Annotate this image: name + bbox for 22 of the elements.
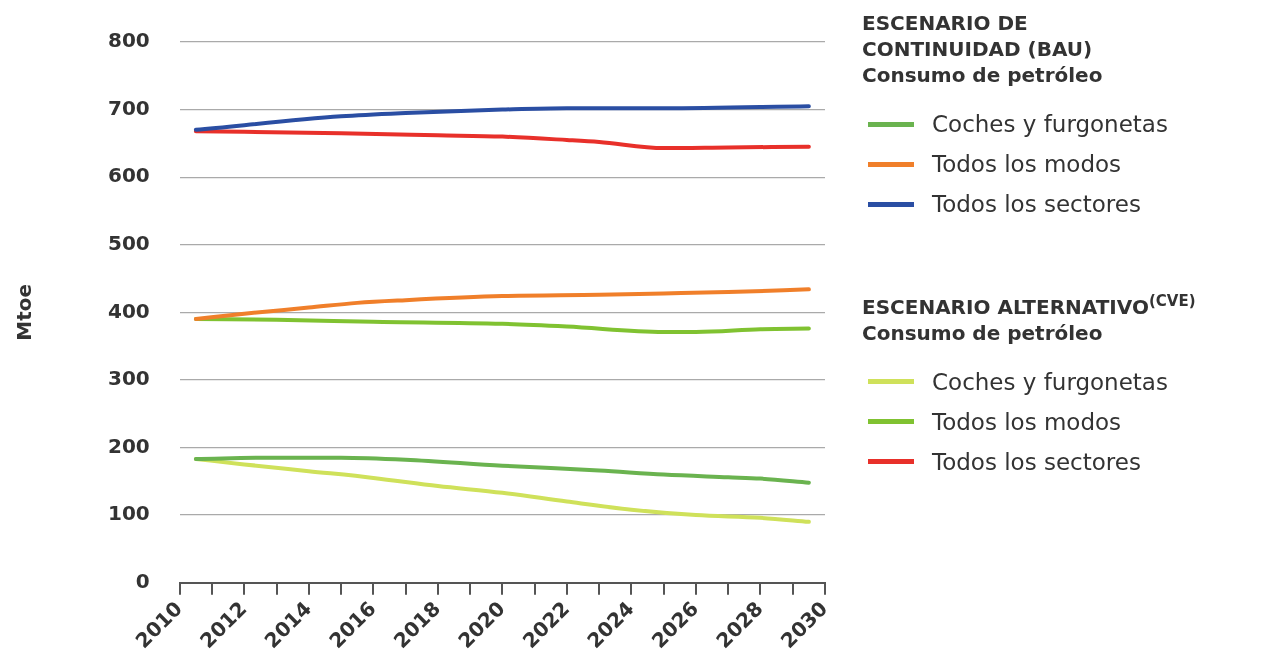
legend-label: Todos los sectores xyxy=(932,448,1141,475)
text: ESCENARIO ALTERNATIVO$^{(CVE)}$ Consumo de petróleo xyxy=(862,292,1196,345)
text: ESCENARIO DE CONTINUIDAD (BAU) Consumo de petróleo xyxy=(862,10,1104,88)
y-tick-label: 300 xyxy=(108,366,150,391)
y-tick-label: 200 xyxy=(108,433,150,458)
y-tick-label: 500 xyxy=(108,230,150,255)
legend-label: Todos los modos xyxy=(932,408,1122,435)
legend-label: Todos los sectores xyxy=(932,191,1141,217)
legend-label: Todos los modos xyxy=(932,151,1122,177)
line-series xyxy=(193,129,811,151)
y-tick-label: 700 xyxy=(108,95,150,120)
y-tick-label: 400 xyxy=(108,298,150,323)
legend-label: Coches y furgonetas xyxy=(932,111,1168,137)
line-series xyxy=(193,287,811,322)
y-tick-label: 800 xyxy=(108,28,150,53)
y-axis-title: Mtoe xyxy=(12,283,37,341)
y-tick-label: 600 xyxy=(108,163,150,188)
line-series xyxy=(193,104,811,132)
line-series xyxy=(193,455,811,485)
legend-label: Coches y furgonetas xyxy=(932,368,1168,395)
y-tick-label: 0 xyxy=(135,568,150,593)
y-tick-label: 100 xyxy=(108,501,150,526)
